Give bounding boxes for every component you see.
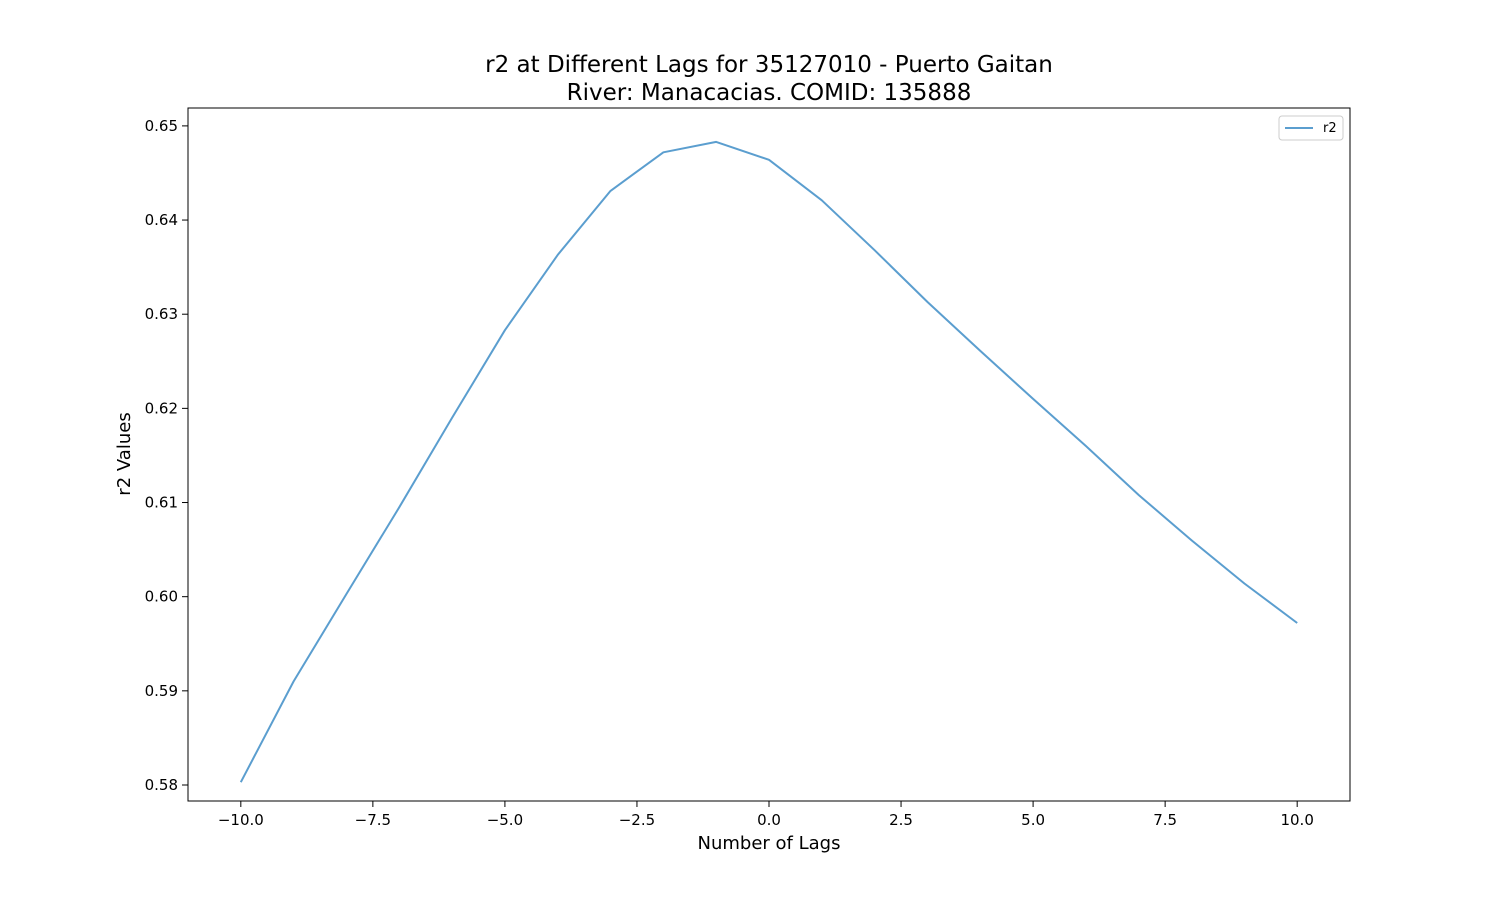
legend-label: r2 (1323, 121, 1337, 136)
y-tick-label: 0.65 (145, 117, 178, 135)
y-tick-label: 0.58 (145, 776, 178, 794)
y-tick-label: 0.63 (145, 305, 178, 323)
y-tick-label: 0.61 (145, 494, 178, 512)
y-tick-label: 0.59 (145, 682, 178, 700)
x-tick-label: 10.0 (1280, 811, 1313, 829)
y-tick-label: 0.60 (145, 588, 178, 606)
x-tick-label: 2.5 (889, 811, 913, 829)
x-tick-label: 0.0 (757, 811, 781, 829)
plot-area-frame (187, 107, 1351, 802)
x-tick-label: 7.5 (1153, 811, 1177, 829)
x-axis-label: Number of Lags (698, 833, 841, 854)
series-line-r2 (239, 140, 1298, 783)
y-axis-label: r2 Values (114, 412, 135, 495)
x-tick-label: −7.5 (355, 811, 391, 829)
y-tick-label: 0.64 (145, 211, 178, 229)
x-tick-label: 5.0 (1021, 811, 1045, 829)
chart-title: r2 at Different Lags for 35127010 - Puer… (485, 52, 1053, 78)
series-layer (239, 140, 1298, 783)
chart-subtitle: River: Manacacias. COMID: 135888 (567, 80, 972, 106)
x-tick-label: −5.0 (487, 811, 523, 829)
y-tick-label: 0.62 (145, 399, 178, 417)
legend: r2 (1278, 115, 1344, 141)
x-tick-label: −10.0 (218, 811, 264, 829)
x-axis: −10.0 −7.5 −5.0 −2.5 0.0 2.5 5.0 7.5 10.0 (218, 801, 1314, 829)
y-axis: 0.58 0.59 0.60 0.61 0.62 0.63 0.64 0.65 (145, 117, 188, 794)
x-tick-label: −2.5 (619, 811, 655, 829)
